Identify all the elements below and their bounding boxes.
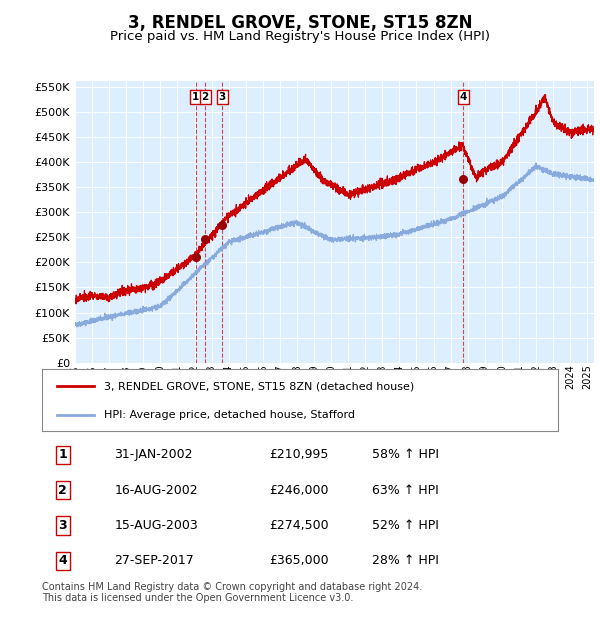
Text: £246,000: £246,000 (269, 484, 329, 497)
Point (217, 220, 227, 230)
Text: 63% ↑ HPI: 63% ↑ HPI (372, 484, 439, 497)
Text: 4: 4 (58, 554, 67, 567)
Text: 4: 4 (460, 92, 467, 102)
Text: 1: 1 (192, 92, 199, 102)
Text: Price paid vs. HM Land Registry's House Price Index (HPI): Price paid vs. HM Land Registry's House … (110, 30, 490, 43)
Text: 2: 2 (58, 484, 67, 497)
Text: 28% ↑ HPI: 28% ↑ HPI (372, 554, 439, 567)
Text: £365,000: £365,000 (269, 554, 329, 567)
Text: £210,995: £210,995 (269, 448, 328, 461)
Text: £274,500: £274,500 (269, 519, 329, 532)
Text: 3: 3 (58, 519, 67, 532)
Text: 58% ↑ HPI: 58% ↑ HPI (372, 448, 439, 461)
Text: HPI: Average price, detached house, Stafford: HPI: Average price, detached house, Staf… (104, 410, 355, 420)
Point (458, 174, 468, 184)
Text: 31-JAN-2002: 31-JAN-2002 (114, 448, 193, 461)
Text: Contains HM Land Registry data © Crown copyright and database right 2024.
This d: Contains HM Land Registry data © Crown c… (42, 582, 422, 603)
Text: 15-AUG-2003: 15-AUG-2003 (114, 519, 198, 532)
Text: 3, RENDEL GROVE, STONE, ST15 8ZN (detached house): 3, RENDEL GROVE, STONE, ST15 8ZN (detach… (104, 381, 414, 391)
Text: 2: 2 (202, 92, 209, 102)
Text: 27-SEP-2017: 27-SEP-2017 (114, 554, 194, 567)
Text: 3, RENDEL GROVE, STONE, ST15 8ZN: 3, RENDEL GROVE, STONE, ST15 8ZN (128, 14, 472, 32)
Text: 16-AUG-2002: 16-AUG-2002 (114, 484, 198, 497)
Point (191, 252, 200, 262)
Text: 52% ↑ HPI: 52% ↑ HPI (372, 519, 439, 532)
Text: 1: 1 (58, 448, 67, 461)
Text: 3: 3 (218, 92, 226, 102)
Point (200, 234, 210, 244)
